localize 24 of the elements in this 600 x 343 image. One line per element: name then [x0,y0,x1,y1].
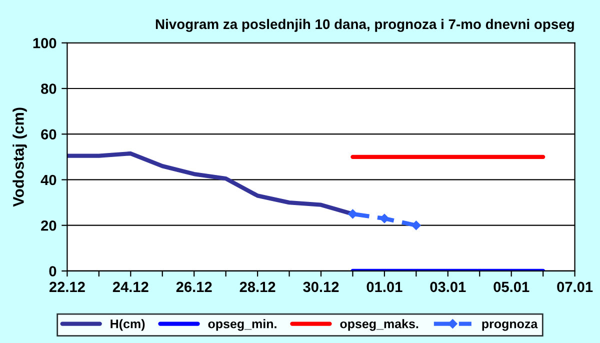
y-axis-title: Vodostaj (cm) [12,108,27,207]
x-tick-label: 24.12 [112,282,148,292]
y-tick-label: 100 [33,38,56,48]
legend-label: opseg_min. [208,319,276,331]
y-tick-label: 20 [41,220,56,231]
legend-label: opseg_maks. [340,319,418,331]
x-tick-label: 28.12 [240,282,276,292]
x-tick-label: 07.01 [557,282,593,292]
legend-label: prognoza [482,321,538,331]
y-tick-label: 0 [49,266,56,276]
x-tick-label: 01.01 [366,282,402,292]
point [380,214,390,224]
x-tick-label: 03.01 [430,282,466,292]
legend-label: H(cm) [110,319,145,331]
y-tick-label: 40 [40,174,56,186]
y-tick-label: 60 [41,129,56,140]
x-tick-label: 30.12 [303,282,339,292]
point [348,209,358,219]
x-tick-label: 22.12 [49,282,85,292]
y-tick-label: 80 [41,84,56,94]
x-tick-label: 26.12 [176,282,212,292]
chart-title: Nivogram za poslednjih 10 dana, prognoza i 7-mo dnevni opseg [156,18,574,32]
point [412,220,421,230]
x-tick-label: 05.01 [494,282,530,292]
